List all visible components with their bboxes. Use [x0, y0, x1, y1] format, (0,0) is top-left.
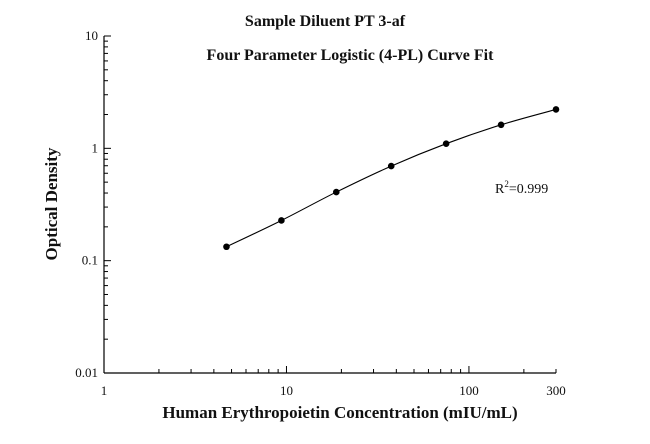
data-point	[332, 188, 340, 196]
data-point	[387, 162, 395, 170]
chart-title: Sample Diluent PT 3-af	[245, 13, 406, 30]
x-tick-label: 300	[546, 383, 566, 398]
r-squared-value: =0.999	[509, 182, 548, 197]
y-axis-label: Optical Density	[42, 147, 61, 260]
y-tick-label: 0.01	[75, 365, 98, 380]
data-points	[223, 106, 560, 251]
data-point	[278, 217, 285, 224]
tick-labels: 0.01 0.1 1 10 1 10 100 300	[75, 28, 566, 398]
x-tick-label: 1	[101, 383, 108, 398]
data-point	[497, 121, 505, 129]
y-tick-label: 10	[85, 28, 98, 43]
y-tick-label: 0.1	[82, 253, 98, 268]
data-point	[442, 140, 450, 147]
r-squared-superscript: 2	[504, 179, 509, 189]
r-squared-annotation: R2=0.999	[495, 179, 548, 197]
data-point	[552, 106, 560, 113]
x-axis-label: Human Erythropoietin Concentration (mIU/…	[162, 403, 517, 422]
x-tick-label: 10	[280, 383, 293, 398]
ticks	[103, 35, 557, 374]
axes	[103, 36, 556, 374]
x-tick-label: 100	[459, 383, 479, 398]
chart-subtitle: Four Parameter Logistic (4-PL) Curve Fit	[207, 47, 495, 64]
y-tick-label: 1	[92, 140, 99, 155]
data-point	[223, 243, 230, 251]
r-squared-prefix: R	[495, 182, 505, 197]
